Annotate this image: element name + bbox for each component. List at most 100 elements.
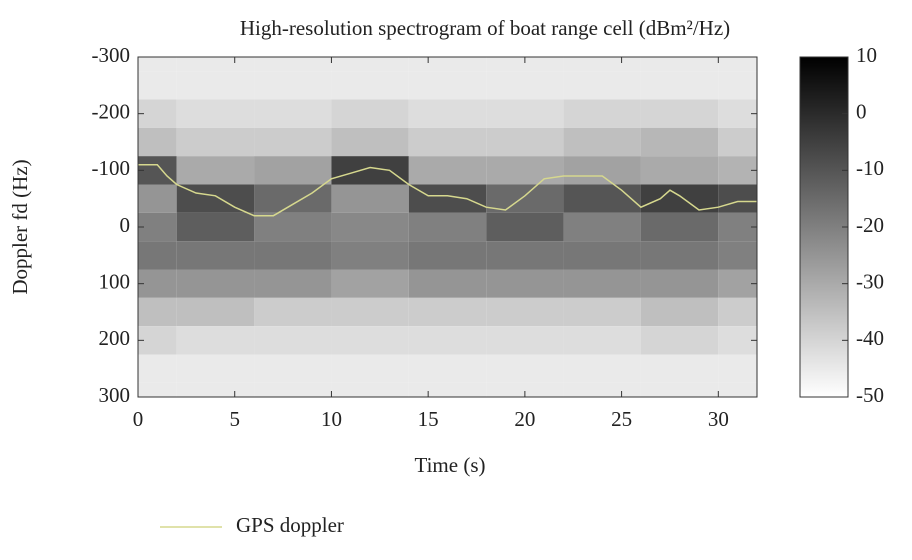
heat-cell xyxy=(331,241,409,270)
colorbar-tick-label: 0 xyxy=(856,99,867,123)
heat-cell xyxy=(176,99,255,128)
heat-cell xyxy=(408,99,487,128)
heat-cell xyxy=(486,354,564,383)
y-tick-label: 0 xyxy=(120,213,131,237)
heat-cell xyxy=(254,297,332,327)
heat-cell xyxy=(254,156,332,185)
x-tick-label: 15 xyxy=(418,407,439,431)
heat-cell xyxy=(718,382,757,397)
heat-cell xyxy=(718,156,757,185)
x-tick-label: 5 xyxy=(229,407,240,431)
x-tick-label: 10 xyxy=(321,407,342,431)
y-tick-label: -300 xyxy=(92,43,131,67)
heat-cell xyxy=(176,269,255,298)
heat-cell xyxy=(486,241,564,270)
heat-cell xyxy=(331,156,409,185)
y-tick-label: 200 xyxy=(99,326,131,350)
heat-cell xyxy=(331,212,409,242)
heat-cell xyxy=(138,184,177,213)
colorbar-tick-label: -50 xyxy=(856,383,884,407)
heat-cell xyxy=(408,184,487,213)
heat-cell xyxy=(254,241,332,270)
heat-cell xyxy=(718,326,757,355)
heat-cell xyxy=(486,297,564,327)
heat-cell xyxy=(138,354,177,383)
heat-cell xyxy=(331,127,409,157)
heat-cell xyxy=(486,326,564,355)
y-tick-label: 300 xyxy=(99,383,131,407)
y-axis-label: Doppler fd (Hz) xyxy=(8,159,32,294)
gps-line xyxy=(138,163,757,217)
heat-cell xyxy=(138,269,177,298)
heat-cell xyxy=(718,269,757,298)
heat-cell xyxy=(408,326,487,355)
heat-cell xyxy=(640,71,719,100)
heat-cell xyxy=(563,127,641,157)
heat-cell xyxy=(563,354,641,383)
heat-cell xyxy=(718,212,757,242)
heat-cell xyxy=(138,127,177,157)
heat-cell xyxy=(640,99,719,128)
heat-cell xyxy=(254,127,332,157)
heat-cell xyxy=(718,297,757,327)
heat-cell xyxy=(176,297,255,327)
colorbar-tick-label: -40 xyxy=(856,326,884,350)
heat-cell xyxy=(486,57,564,72)
chart-title: High-resolution spectrogram of boat rang… xyxy=(240,16,730,40)
heat-cell xyxy=(563,99,641,128)
heat-cell xyxy=(408,269,487,298)
heat-cell xyxy=(138,326,177,355)
heat-cell xyxy=(408,71,487,100)
heat-cell xyxy=(486,212,564,242)
heat-cell xyxy=(563,297,641,327)
heat-cell xyxy=(331,354,409,383)
y-tick-label: 100 xyxy=(99,269,131,293)
y-tick-label: -100 xyxy=(92,156,131,180)
heat-cell xyxy=(486,99,564,128)
y-tick-label: -200 xyxy=(92,99,131,123)
heat-cell xyxy=(254,99,332,128)
heat-cell xyxy=(563,241,641,270)
colorbar-tick-label: -10 xyxy=(856,156,884,180)
heat-cell xyxy=(718,127,757,157)
heat-cell xyxy=(563,184,641,213)
heat-cell xyxy=(176,127,255,157)
heat-cell xyxy=(718,241,757,270)
heat-cell xyxy=(640,354,719,383)
heat-cell xyxy=(640,297,719,327)
heat-cell xyxy=(331,297,409,327)
heat-cell xyxy=(408,297,487,327)
heat-cell xyxy=(331,184,409,213)
legend-label: GPS doppler xyxy=(236,513,344,537)
heat-cell xyxy=(331,382,409,397)
heat-cell xyxy=(254,184,332,213)
heat-cell xyxy=(176,212,255,242)
heat-cell xyxy=(254,212,332,242)
heat-cell xyxy=(254,382,332,397)
heat-cell xyxy=(138,382,177,397)
heat-cell xyxy=(254,57,332,72)
heat-cell xyxy=(254,354,332,383)
heat-cell xyxy=(563,326,641,355)
heat-cell xyxy=(486,127,564,157)
heat-cell xyxy=(486,71,564,100)
heat-cell xyxy=(486,184,564,213)
heat-cell xyxy=(331,269,409,298)
heat-cell xyxy=(138,212,177,242)
heat-cell xyxy=(138,241,177,270)
heat-cell xyxy=(408,241,487,270)
heat-cell xyxy=(331,57,409,72)
heat-cell xyxy=(486,382,564,397)
spectrogram xyxy=(138,57,757,397)
heat-cell xyxy=(718,354,757,383)
heat-cell xyxy=(640,326,719,355)
heat-cell xyxy=(486,156,564,185)
colorbar-tick-label: -20 xyxy=(856,213,884,237)
heat-cell xyxy=(138,99,177,128)
heat-cell xyxy=(138,57,177,72)
heat-cell xyxy=(138,71,177,100)
heat-cell xyxy=(563,212,641,242)
heat-cell xyxy=(408,127,487,157)
x-tick-label: 20 xyxy=(514,407,535,431)
